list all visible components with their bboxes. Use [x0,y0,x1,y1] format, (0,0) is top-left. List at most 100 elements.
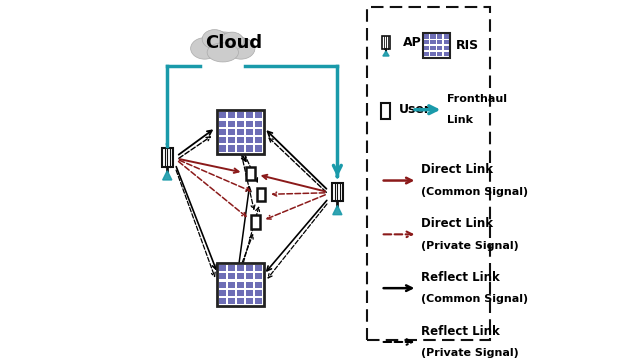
Bar [237,298,244,304]
Bar [228,137,235,143]
Bar [219,145,225,152]
Text: Direct Link: Direct Link [420,217,493,230]
Bar [424,34,429,39]
Bar [228,265,235,271]
Bar [246,112,253,118]
Bar [444,46,449,50]
Bar [437,34,442,39]
Text: (Common Signal): (Common Signal) [420,187,528,197]
Bar [437,46,442,50]
Bar [237,121,244,127]
Bar [237,129,244,135]
Text: (Private Signal): (Private Signal) [420,241,518,251]
Bar [219,273,225,280]
Bar [437,40,442,44]
Text: Reflect Link: Reflect Link [420,325,499,338]
Polygon shape [333,205,342,215]
Bar [237,145,244,152]
Bar [228,129,235,135]
Bar [246,282,253,288]
Bar [219,137,225,143]
Bar [237,282,244,288]
Bar [255,282,262,288]
FancyBboxPatch shape [216,110,264,154]
Bar [219,112,225,118]
Bar [228,121,235,127]
Bar [255,298,262,304]
Bar [424,52,429,56]
FancyBboxPatch shape [381,103,390,119]
Ellipse shape [198,32,248,58]
Bar [246,298,253,304]
Bar [228,298,235,304]
Bar [219,129,225,135]
Ellipse shape [191,38,219,59]
Bar [237,137,244,143]
FancyBboxPatch shape [246,167,255,180]
Text: (Private Signal): (Private Signal) [420,348,518,358]
Bar [246,290,253,296]
Ellipse shape [202,30,227,49]
Text: Cloud: Cloud [205,34,262,52]
Bar [246,265,253,271]
Bar [255,129,262,135]
Bar [246,121,253,127]
Ellipse shape [221,32,244,50]
Bar [431,46,436,50]
FancyBboxPatch shape [216,263,264,306]
FancyBboxPatch shape [252,215,260,229]
Bar [228,112,235,118]
Bar [424,46,429,50]
Text: Fronthaul: Fronthaul [447,94,507,104]
Bar [444,34,449,39]
Bar [255,137,262,143]
Bar [237,290,244,296]
Bar [431,52,436,56]
Bar [246,273,253,280]
Bar [219,298,225,304]
Bar [246,129,253,135]
Bar [255,112,262,118]
Bar [255,290,262,296]
Bar [255,121,262,127]
Text: AP: AP [403,36,421,49]
Bar [255,145,262,152]
Bar [219,290,225,296]
Bar [437,52,442,56]
Bar [228,145,235,152]
Bar [237,265,244,271]
Bar [444,52,449,56]
Bar [255,265,262,271]
Bar [228,273,235,280]
Bar [228,282,235,288]
Text: (Common Signal): (Common Signal) [420,294,528,304]
Ellipse shape [227,38,255,59]
Bar [444,40,449,44]
FancyBboxPatch shape [382,37,390,49]
FancyBboxPatch shape [257,188,266,201]
Bar [237,273,244,280]
FancyBboxPatch shape [422,33,450,58]
Bar [219,282,225,288]
Text: User: User [399,103,431,116]
Text: Direct Link: Direct Link [420,163,493,176]
Bar [219,265,225,271]
FancyBboxPatch shape [162,148,173,166]
Polygon shape [383,51,389,56]
Bar [246,145,253,152]
FancyBboxPatch shape [367,7,490,340]
Text: RIS: RIS [456,39,479,52]
Bar [431,40,436,44]
Bar [219,121,225,127]
Text: Reflect Link: Reflect Link [420,271,499,284]
Bar [255,273,262,280]
Bar [228,290,235,296]
Bar [237,112,244,118]
Polygon shape [163,171,172,180]
Ellipse shape [207,43,239,62]
Bar [246,137,253,143]
Bar [431,34,436,39]
Text: Link: Link [447,115,473,125]
Bar [424,40,429,44]
FancyBboxPatch shape [332,183,343,201]
